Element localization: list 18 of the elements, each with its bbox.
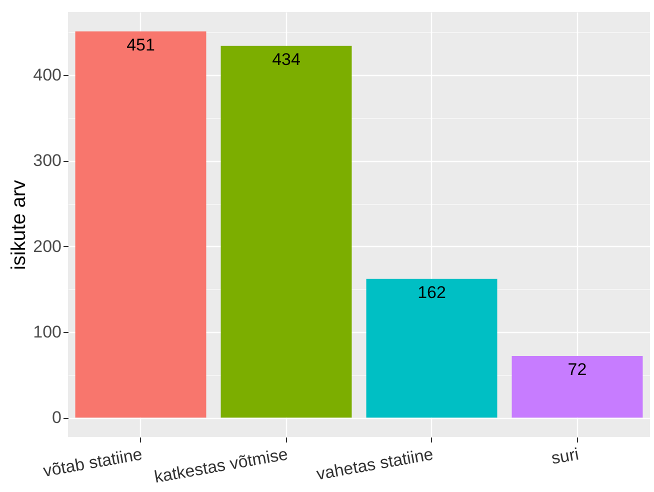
data-label: 72	[568, 360, 587, 379]
x-tick-label: katkestas võtmise	[152, 444, 290, 487]
x-tick-label: vahetas statiine	[315, 444, 435, 484]
data-label: 451	[126, 35, 155, 54]
bar	[220, 46, 352, 418]
y-axis-title: isikute arv	[8, 180, 30, 270]
bar	[75, 31, 206, 418]
data-label: 162	[418, 282, 446, 302]
y-tick-label: 200	[33, 236, 62, 256]
x-tick-label: võtab statiine	[42, 444, 144, 481]
bar	[512, 356, 643, 418]
y-tick-label: 0	[52, 408, 62, 428]
y-tick-label: 100	[33, 322, 62, 342]
bar	[366, 278, 498, 418]
y-tick-label: 300	[33, 151, 62, 170]
y-tick-label: 400	[33, 66, 62, 85]
data-label: 434	[272, 50, 300, 69]
x-tick-label: suri	[550, 444, 580, 468]
